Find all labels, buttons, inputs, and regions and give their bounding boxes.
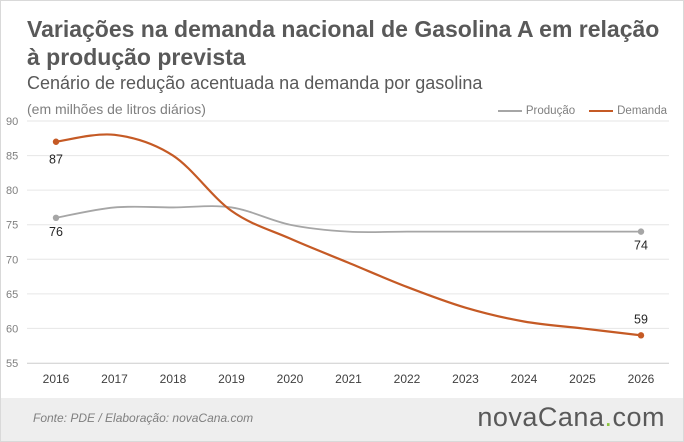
data-label-producao: 76 [49,225,63,239]
chart-title: Variações na demanda nacional de Gasolin… [27,16,660,70]
logo-main: novaCana [477,402,605,432]
legend-label-producao: Produção [525,105,576,117]
x-tick-label: 2018 [160,372,187,386]
legend-item-demanda: Demanda [589,105,667,117]
legend-swatch-demanda [589,110,614,112]
x-tick-label: 2023 [452,372,479,386]
y-tick-label: 75 [6,220,18,232]
data-label-demanda: 87 [49,153,63,167]
chart-subtitle: Cenário de redução acentuada na demanda … [27,73,483,93]
data-point-producao [637,228,645,235]
series-line-demanda [55,133,642,337]
legend-swatch-producao [497,110,522,112]
y-tick-label: 90 [6,116,18,128]
x-tick-label: 2024 [511,372,538,386]
unit-note: (em milhões de litros diários) [27,101,206,117]
line-chart: 55 60 65 70 75 80 85 90 2016 2017 2018 2019 2020 2021… [6,116,669,386]
data-point-demanda [637,332,645,339]
logo-tld: com [612,402,665,432]
y-tick-label: 65 [6,289,18,301]
series-line-producao [55,205,641,234]
legend-label-demanda: Demanda [617,105,667,117]
x-tick-label: 2016 [43,372,70,386]
x-tick-label: 2022 [394,372,421,386]
y-tick-label: 70 [6,254,18,266]
x-tick-label: 2021 [335,372,362,386]
footer: Fonte: PDE / Elaboração: novaCana.com no… [1,398,683,441]
data-label-producao: 74 [634,239,648,253]
data-label-demanda: 59 [634,312,648,326]
legend: Produção Demanda [484,105,667,117]
x-tick-label: 2026 [628,372,655,386]
data-point-demanda [52,138,60,145]
x-tick-label: 2020 [277,372,304,386]
x-tick-label: 2019 [218,372,245,386]
y-tick-label: 85 [6,151,18,163]
source-note: Fonte: PDE / Elaboração: novaCana.com [33,411,254,425]
y-tick-label: 80 [6,185,18,197]
x-tick-label: 2025 [569,372,596,386]
novacana-logo: novaCana.com [477,402,665,433]
legend-item-producao: Produção [497,105,576,117]
data-point-producao [52,214,60,221]
y-tick-label: 55 [6,358,18,370]
logo-dot: . [604,402,613,432]
y-tick-label: 60 [6,323,18,335]
x-tick-label: 2017 [101,372,128,386]
